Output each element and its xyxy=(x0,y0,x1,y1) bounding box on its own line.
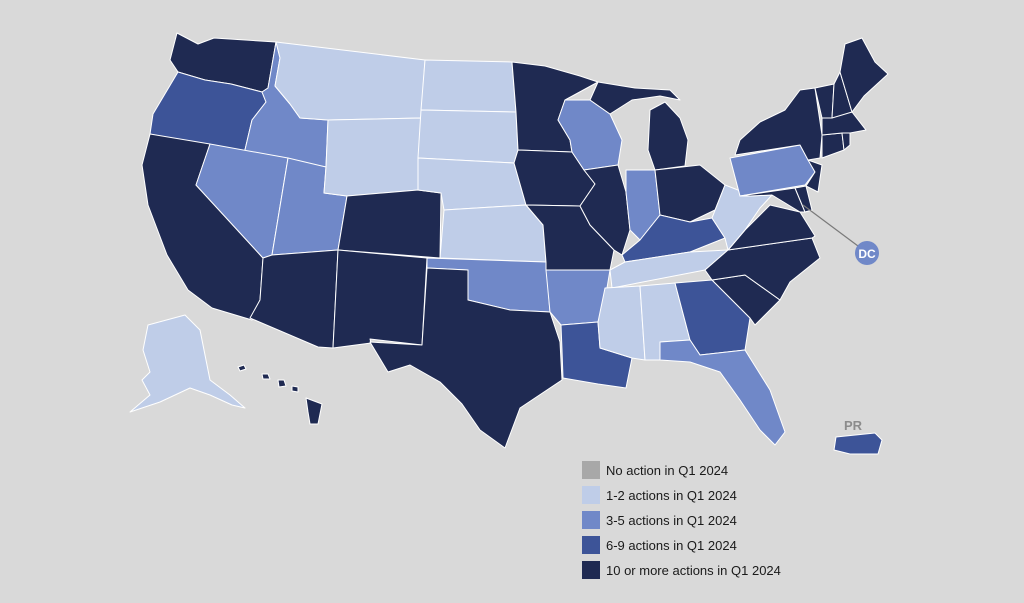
legend-item-one-two: 1-2 actions in Q1 2024 xyxy=(582,486,781,504)
state-IL[interactable] xyxy=(579,164,631,256)
legend-swatch-six-nine xyxy=(582,536,600,554)
state-DE[interactable] xyxy=(794,185,813,213)
state-CO[interactable] xyxy=(337,189,442,259)
legend: No action in Q1 2024 1-2 actions in Q1 2… xyxy=(582,461,781,579)
legend-label-one-two: 1-2 actions in Q1 2024 xyxy=(606,487,737,503)
state-RI[interactable] xyxy=(841,132,851,151)
state-NM[interactable] xyxy=(332,249,428,349)
legend-swatch-ten-plus xyxy=(582,561,600,579)
legend-label-six-nine: 6-9 actions in Q1 2024 xyxy=(606,537,737,553)
state-MT[interactable] xyxy=(274,41,426,121)
pr-label: PR xyxy=(844,418,863,433)
legend-swatch-none xyxy=(582,461,600,479)
legend-item-ten-plus: 10 or more actions in Q1 2024 xyxy=(582,561,781,579)
state-SD[interactable] xyxy=(417,109,519,164)
state-AK[interactable] xyxy=(129,314,246,413)
legend-swatch-one-two xyxy=(582,486,600,504)
dc-label: DC xyxy=(858,247,876,261)
state-ND[interactable] xyxy=(420,59,517,113)
legend-item-three-five: 3-5 actions in Q1 2024 xyxy=(582,511,781,529)
state-WV[interactable] xyxy=(711,184,773,251)
state-TX[interactable] xyxy=(369,267,563,449)
state-HI[interactable] xyxy=(237,364,323,425)
state-AZ[interactable] xyxy=(249,249,339,349)
legend-item-none: No action in Q1 2024 xyxy=(582,461,781,479)
legend-label-none: No action in Q1 2024 xyxy=(606,462,729,478)
state-MS[interactable] xyxy=(597,285,646,361)
state-KS[interactable] xyxy=(439,204,547,263)
state-ME[interactable] xyxy=(839,37,889,113)
legend-label-ten-plus: 10 or more actions in Q1 2024 xyxy=(606,562,781,578)
state-NJ[interactable] xyxy=(805,159,823,193)
state-MI[interactable] xyxy=(589,81,689,171)
state-WY[interactable] xyxy=(323,117,422,197)
legend-label-three-five: 3-5 actions in Q1 2024 xyxy=(606,512,737,528)
legend-item-six-nine: 6-9 actions in Q1 2024 xyxy=(582,536,781,554)
state-FL[interactable] xyxy=(659,339,786,446)
dc-leader-line xyxy=(802,204,859,247)
territory-PR[interactable] xyxy=(833,432,883,455)
legend-swatch-three-five xyxy=(582,511,600,529)
dc-marker[interactable] xyxy=(855,241,879,265)
state-CT[interactable] xyxy=(821,132,845,159)
